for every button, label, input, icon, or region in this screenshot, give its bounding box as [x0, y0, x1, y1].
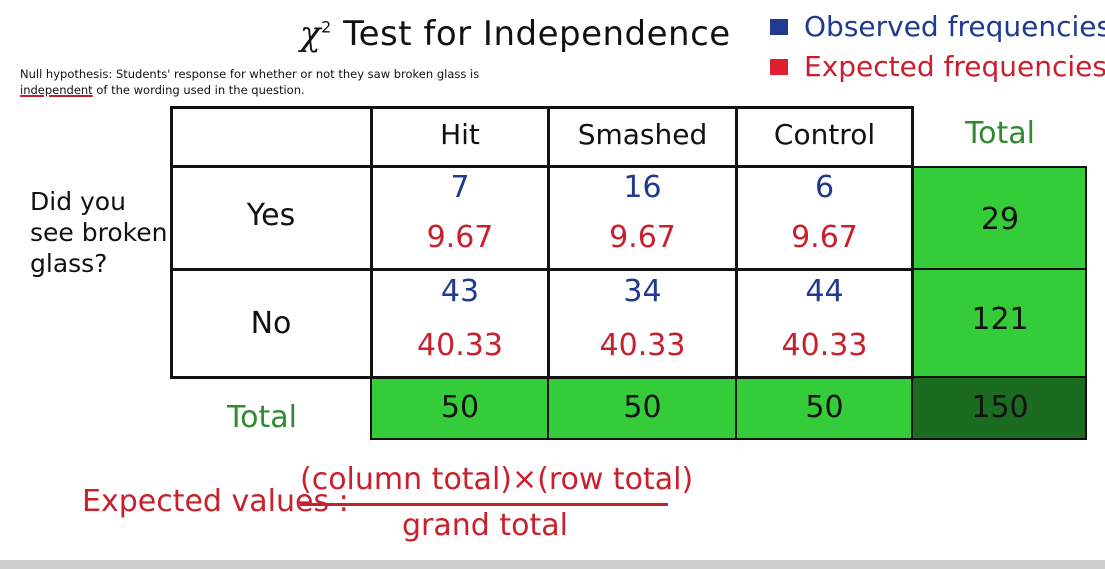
row-label-total: Total — [226, 400, 298, 435]
grand-total: 150 — [971, 390, 1029, 425]
observed-no-control: 44 — [805, 274, 844, 309]
question-line-2: see broken — [30, 218, 168, 247]
observed-yes-control: 6 — [814, 170, 835, 205]
bottom-band — [0, 560, 1105, 569]
hypothesis-text-1: Null hypothesis: Students' response for … — [20, 67, 480, 81]
question-line-3: glass? — [30, 249, 108, 278]
formula-label: Expected values : — [82, 484, 349, 519]
row-label-no: No — [250, 306, 292, 341]
row-total-cell-yes — [911, 166, 1087, 270]
legend-observed-label: Observed frequencies — [804, 10, 1105, 43]
expected-yes-hit: 9.67 — [426, 220, 494, 255]
legend-expected-label: Expected frequencies — [804, 50, 1105, 83]
observed-no-hit: 43 — [440, 274, 480, 309]
table-border-top — [170, 106, 913, 109]
grand-total-cell — [911, 376, 1087, 440]
hypothesis-text-2: of the wording used in the question. — [92, 83, 305, 97]
observed-yes-hit: 7 — [450, 170, 470, 205]
legend-observed: Observed frequencies — [770, 10, 1105, 43]
title-text: Test for Independence — [343, 14, 731, 54]
question-line-1: Did you — [30, 187, 126, 216]
table-line-col1 — [370, 106, 373, 379]
column-header-total: Total — [964, 116, 1036, 151]
null-hypothesis: Null hypothesis: Students' response for … — [20, 66, 510, 98]
observed-swatch-icon — [770, 18, 788, 35]
table-border-bottom — [170, 376, 913, 379]
row-total-no: 121 — [971, 302, 1029, 337]
column-header-smashed: Smashed — [577, 118, 708, 151]
col-total-cell-hit — [370, 376, 549, 440]
column-header-hit: Hit — [440, 118, 480, 151]
table-line-col2 — [547, 106, 550, 379]
chi-exponent: 2 — [321, 17, 332, 37]
expected-yes-smashed: 9.67 — [609, 220, 676, 255]
expected-no-smashed: 40.33 — [599, 328, 686, 363]
table-line-header — [170, 165, 913, 168]
row-question: Did you see broken glass? — [30, 186, 170, 279]
formula-denominator: grand total — [402, 508, 568, 543]
row-total-yes: 29 — [980, 202, 1020, 237]
observed-no-smashed: 34 — [623, 274, 662, 309]
page-title: χ2 Test for Independence — [300, 14, 730, 54]
row-label-yes: Yes — [246, 198, 296, 233]
table-border-right — [911, 106, 914, 379]
table-line-col3 — [735, 106, 738, 379]
column-total-smashed: 50 — [623, 390, 662, 425]
observed-yes-smashed: 16 — [623, 170, 662, 205]
table-line-row1 — [170, 268, 913, 271]
column-header-control: Control — [773, 118, 876, 151]
expected-no-control: 40.33 — [781, 328, 868, 363]
col-total-cell-control — [735, 376, 913, 440]
formula-numerator: (column total)×(row total) — [300, 462, 694, 497]
formula-fraction-bar — [300, 503, 668, 506]
hypothesis-highlight: independent — [20, 83, 93, 97]
expected-no-hit: 40.33 — [417, 328, 503, 363]
row-total-cell-no — [911, 268, 1087, 378]
expected-swatch-icon — [770, 58, 788, 75]
table-border-left — [170, 106, 173, 379]
expected-yes-control: 9.67 — [791, 220, 858, 255]
column-total-hit: 50 — [440, 390, 480, 425]
legend-expected: Expected frequencies — [770, 50, 1105, 83]
chi-symbol: χ — [300, 14, 322, 54]
column-total-control: 50 — [805, 390, 844, 425]
